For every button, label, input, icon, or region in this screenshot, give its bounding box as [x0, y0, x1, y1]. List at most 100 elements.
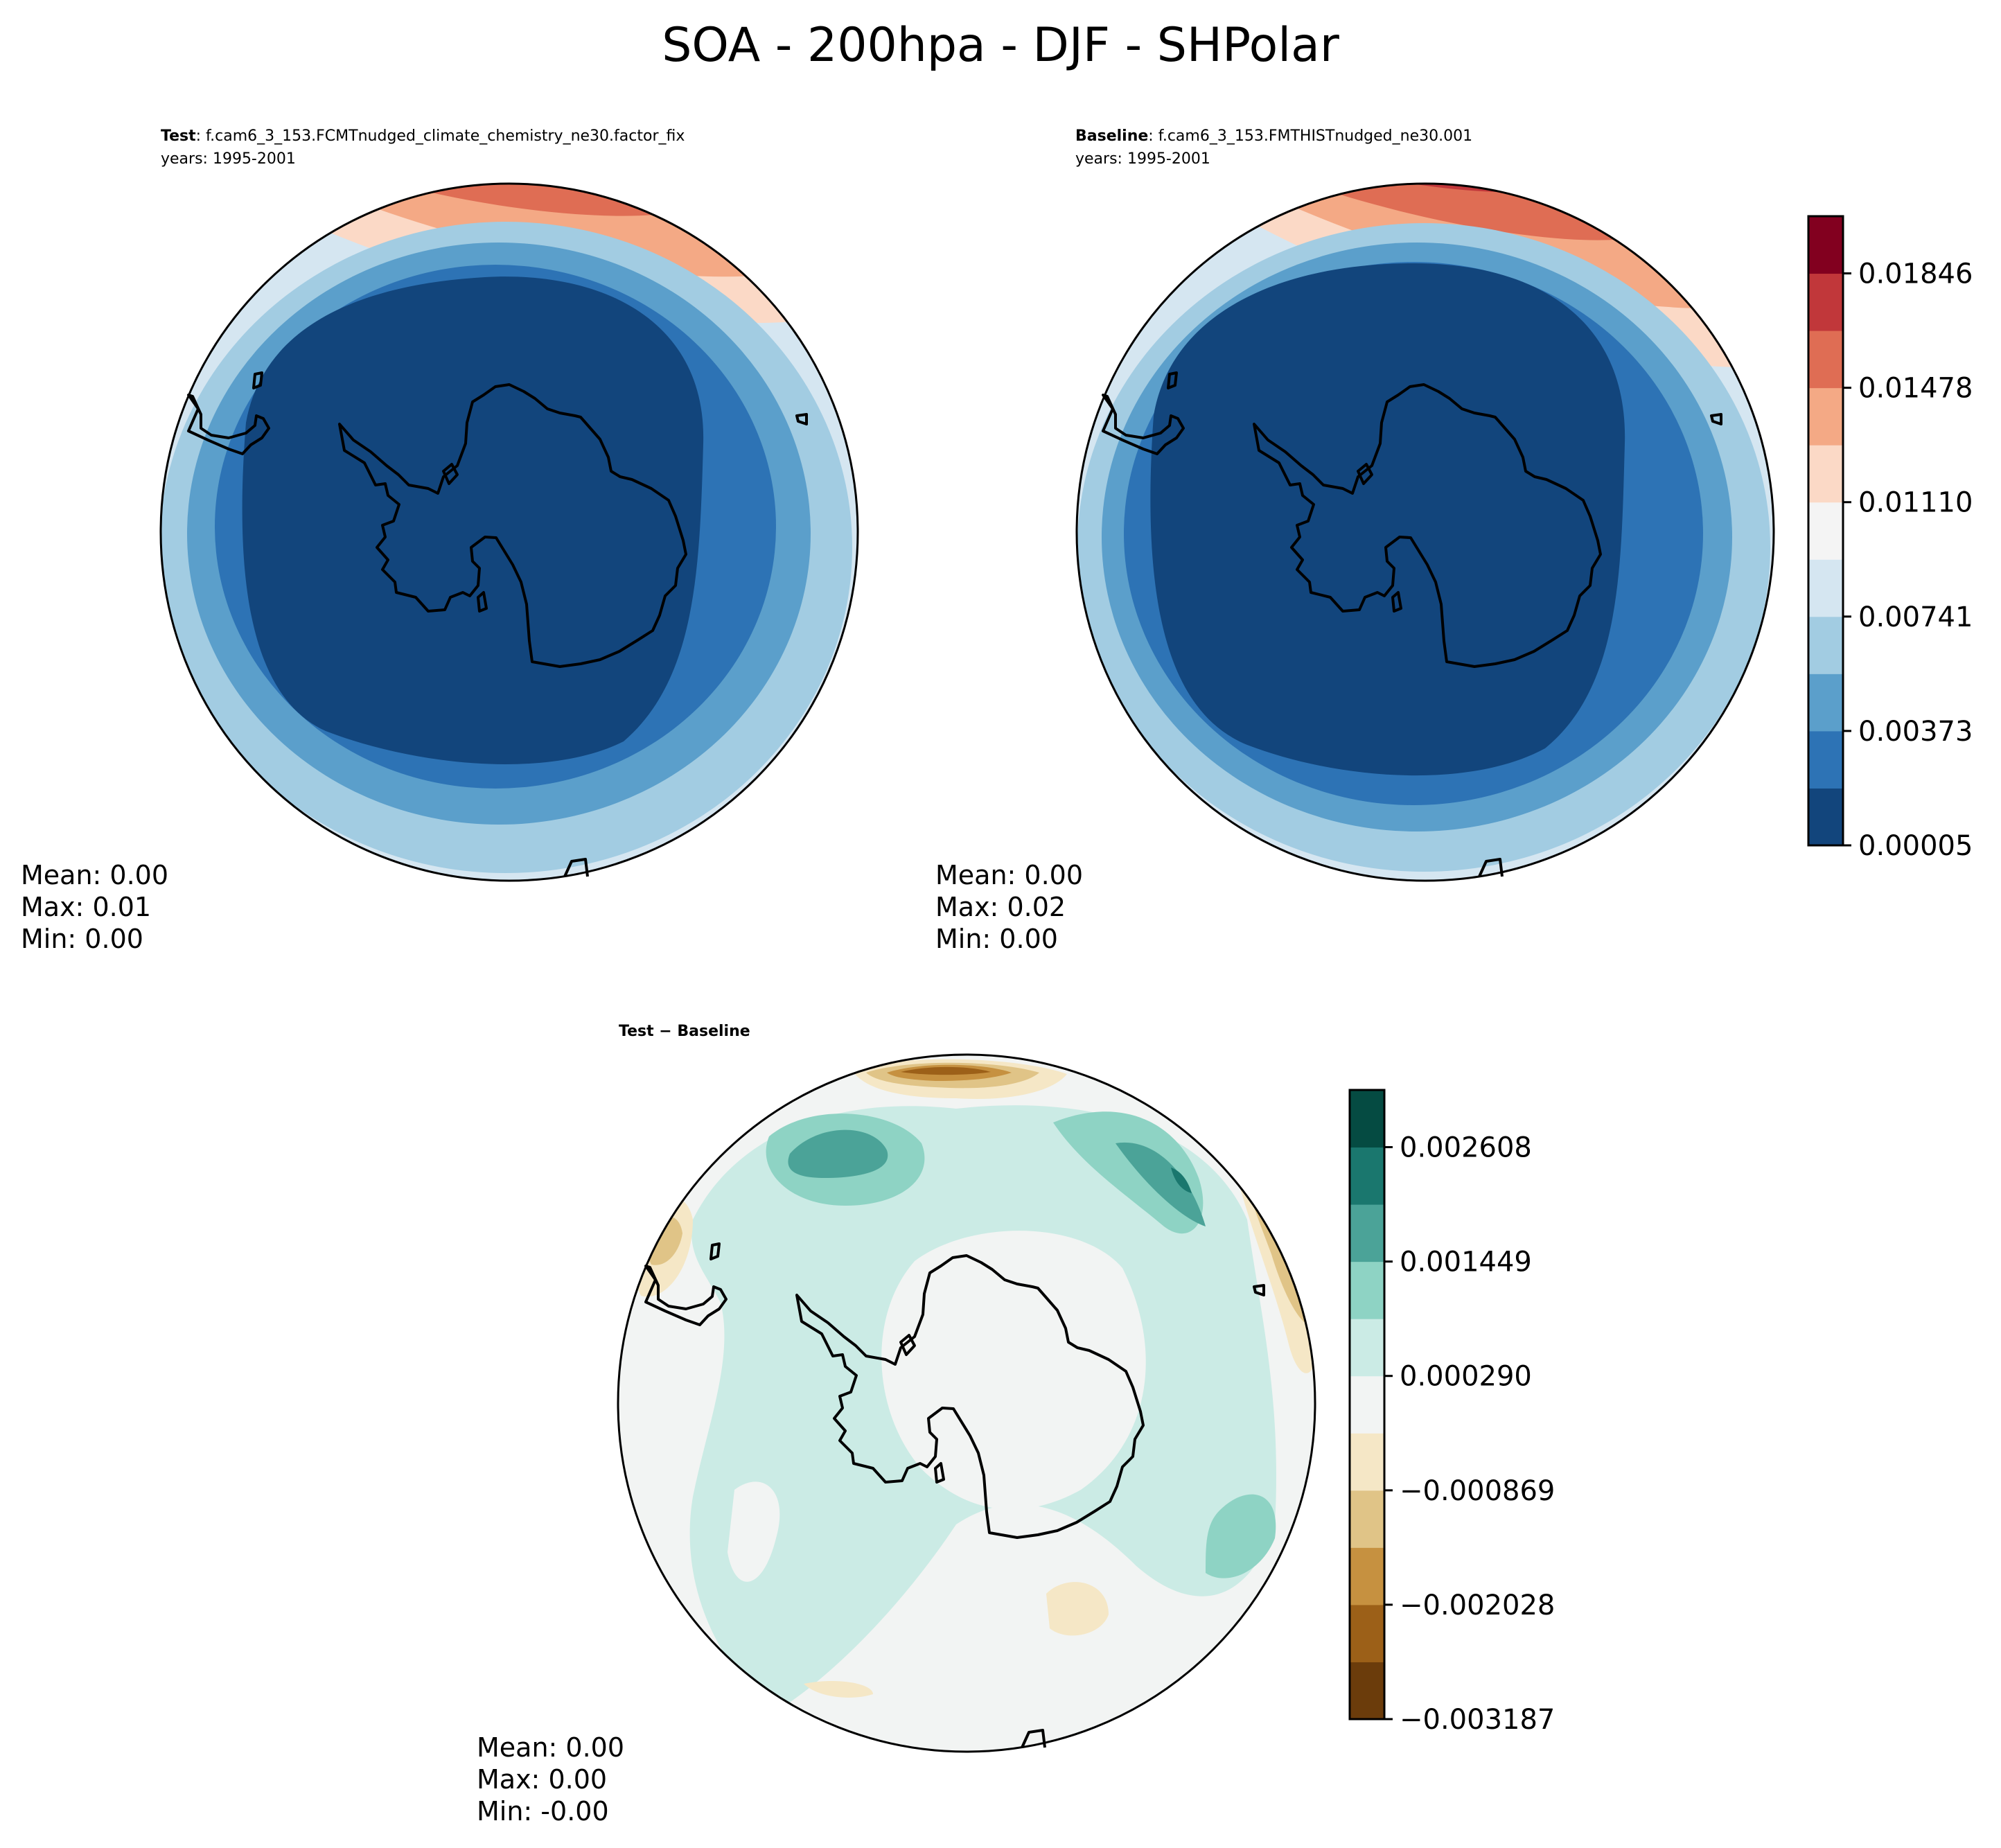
colorbar-difference-swatch-5: [1350, 1375, 1384, 1434]
colorbar-difference-tick-label-4: 0.001449: [1400, 1247, 1532, 1278]
baseline-south-america: [1102, 394, 1185, 455]
colorbar-main-tick-label-1: 0.00373: [1858, 716, 1973, 748]
colorbar-difference-swatch-2: [1350, 1547, 1384, 1605]
baseline-antarctica: [1253, 383, 1602, 668]
baseline-label: Baseline: f.cam6_3_153.FMTHISTnudged_ne3…: [1075, 127, 1472, 145]
colorbar-main-swatch-4: [1808, 559, 1843, 617]
colorbar-main-swatch-1: [1808, 730, 1843, 789]
baseline-falklands: [1167, 371, 1178, 389]
test-years: years: 1995-2001: [161, 150, 296, 168]
colorbar-difference-border: [1348, 1089, 1386, 1721]
colorbar-difference-swatch-9: [1350, 1147, 1384, 1205]
colorbar-main: 0.00005 0.00373 0.00741 0.01110 0.01478 0.018…: [1807, 215, 1973, 862]
difference-panel: Test − Baseline: [477, 1023, 1316, 1827]
test-antarctica: [338, 383, 687, 668]
difference-stat-mean: Mean: 0.00: [477, 1732, 624, 1763]
test-coastlines: [187, 371, 808, 877]
colorbar-difference-swatch-8: [1350, 1204, 1384, 1262]
difference-stat-max: Max: 0.00: [477, 1764, 607, 1795]
difference-antarctica: [795, 1254, 1145, 1539]
test-island-1: [442, 463, 459, 485]
baseline-coastlines: [1102, 371, 1722, 877]
colorbar-main-swatch-7: [1808, 387, 1843, 446]
baseline-years: years: 1995-2001: [1075, 150, 1210, 168]
test-field-level-0: [242, 276, 704, 764]
test-panel: Test: f.cam6_3_153.FCMTnudged_climate_ch…: [21, 127, 859, 954]
colorbar-difference-swatch-10: [1350, 1090, 1384, 1148]
difference-south-america: [644, 1265, 728, 1326]
diff-field-level-7-c: [1206, 1494, 1276, 1578]
test-stat-max: Max: 0.01: [21, 892, 151, 922]
difference-coastlines: [644, 1242, 1265, 1748]
test-map-border: [159, 182, 859, 882]
colorbar-main-border: [1807, 215, 1844, 847]
difference-island-3: [1253, 1284, 1265, 1296]
test-south-america: [187, 394, 270, 455]
baseline-label-bold: Baseline: [1075, 127, 1148, 145]
colorbar-main-swatch-6: [1808, 445, 1843, 503]
diff-field-level-8-a: [788, 1129, 888, 1178]
difference-map-border: [617, 1053, 1316, 1753]
difference-island-1: [899, 1334, 916, 1356]
figure-title: SOA - 200hpa - DJF - SHPolar: [662, 18, 1339, 73]
diff-field-level-4-patch-a: [1046, 1582, 1109, 1636]
difference-stat-min: Min: -0.00: [477, 1796, 609, 1827]
baseline-stat-min: Min: 0.00: [935, 924, 1058, 954]
test-island-3: [795, 413, 808, 425]
test-southern-land: [563, 858, 589, 877]
baseline-island-1: [1357, 463, 1373, 485]
test-falklands: [252, 371, 263, 389]
diff-field-level-4-patch-b: [804, 1680, 873, 1698]
test-label-bold: Test: [161, 127, 196, 145]
diff-field-level-4-right: [1233, 1164, 1315, 1373]
colorbar-difference: −0.003187 −0.002028 −0.000869 0.000290 0.001…: [1348, 1089, 1555, 1736]
colorbar-difference-tick-label-1: −0.002028: [1400, 1590, 1555, 1621]
baseline-stat-mean: Mean: 0.00: [935, 860, 1083, 890]
colorbar-main-swatch-3: [1808, 616, 1843, 674]
colorbar-difference-swatch-3: [1350, 1490, 1384, 1548]
colorbar-difference-swatch-1: [1350, 1604, 1384, 1662]
diff-field-level-9-b: [1171, 1168, 1192, 1193]
colorbar-main-swatch-0: [1808, 788, 1843, 846]
colorbar-main-swatch-2: [1808, 674, 1843, 732]
colorbar-difference-swatch-4: [1350, 1433, 1384, 1491]
colorbar-difference-swatch-6: [1350, 1319, 1384, 1377]
baseline-label-text: : f.cam6_3_153.FMTHISTnudged_ne30.001: [1148, 127, 1472, 145]
colorbar-difference-tick-label-3: 0.000290: [1400, 1361, 1532, 1393]
difference-label: Test − Baseline: [619, 1023, 750, 1040]
colorbar-difference-tick-label-0: −0.003187: [1400, 1704, 1555, 1736]
test-label-text: : f.cam6_3_153.FCMTnudged_climate_chemis…: [196, 127, 685, 145]
colorbar-main-swatch-8: [1808, 331, 1843, 389]
baseline-southern-land: [1478, 858, 1504, 877]
diff-field-neutral-patch: [728, 1481, 780, 1582]
colorbar-difference-tick-label-5: 0.002608: [1400, 1132, 1532, 1164]
diff-field-level-1-top: [901, 1066, 991, 1075]
difference-map-fill: [618, 1055, 1315, 1752]
baseline-island-3: [1710, 413, 1722, 425]
difference-island-2: [934, 1462, 945, 1484]
test-stat-min: Min: 0.00: [21, 924, 143, 954]
test-label: Test: f.cam6_3_153.FCMTnudged_climate_ch…: [161, 127, 685, 145]
baseline-island-2: [1391, 591, 1402, 613]
colorbar-main-swatch-9: [1808, 273, 1843, 331]
colorbar-difference-swatch-7: [1350, 1261, 1384, 1319]
difference-southern-land: [1021, 1729, 1046, 1748]
test-island-2: [477, 591, 488, 613]
baseline-stat-max: Max: 0.02: [935, 892, 1066, 922]
baseline-panel: Baseline: f.cam6_3_153.FMTHISTnudged_ne3…: [935, 127, 1775, 954]
colorbar-main-tick-label-5: 0.01846: [1858, 258, 1973, 290]
colorbar-main-tick-label-3: 0.01110: [1858, 487, 1973, 519]
diff-field-level-7-b: [1053, 1111, 1204, 1234]
test-stat-mean: Mean: 0.00: [21, 860, 168, 890]
baseline-field-level-0: [1150, 263, 1625, 776]
diff-field-level-8-b: [1116, 1142, 1206, 1226]
colorbar-main-tick-label-4: 0.01478: [1858, 373, 1973, 405]
colorbar-main-swatch-10: [1808, 216, 1843, 274]
colorbar-main-tick-label-0: 0.00005: [1858, 830, 1973, 862]
colorbar-main-swatch-5: [1808, 502, 1843, 560]
difference-falklands: [709, 1242, 721, 1260]
baseline-map-border: [1075, 182, 1775, 882]
colorbar-difference-swatch-0: [1350, 1662, 1384, 1720]
colorbar-main-tick-label-2: 0.00741: [1858, 601, 1973, 633]
